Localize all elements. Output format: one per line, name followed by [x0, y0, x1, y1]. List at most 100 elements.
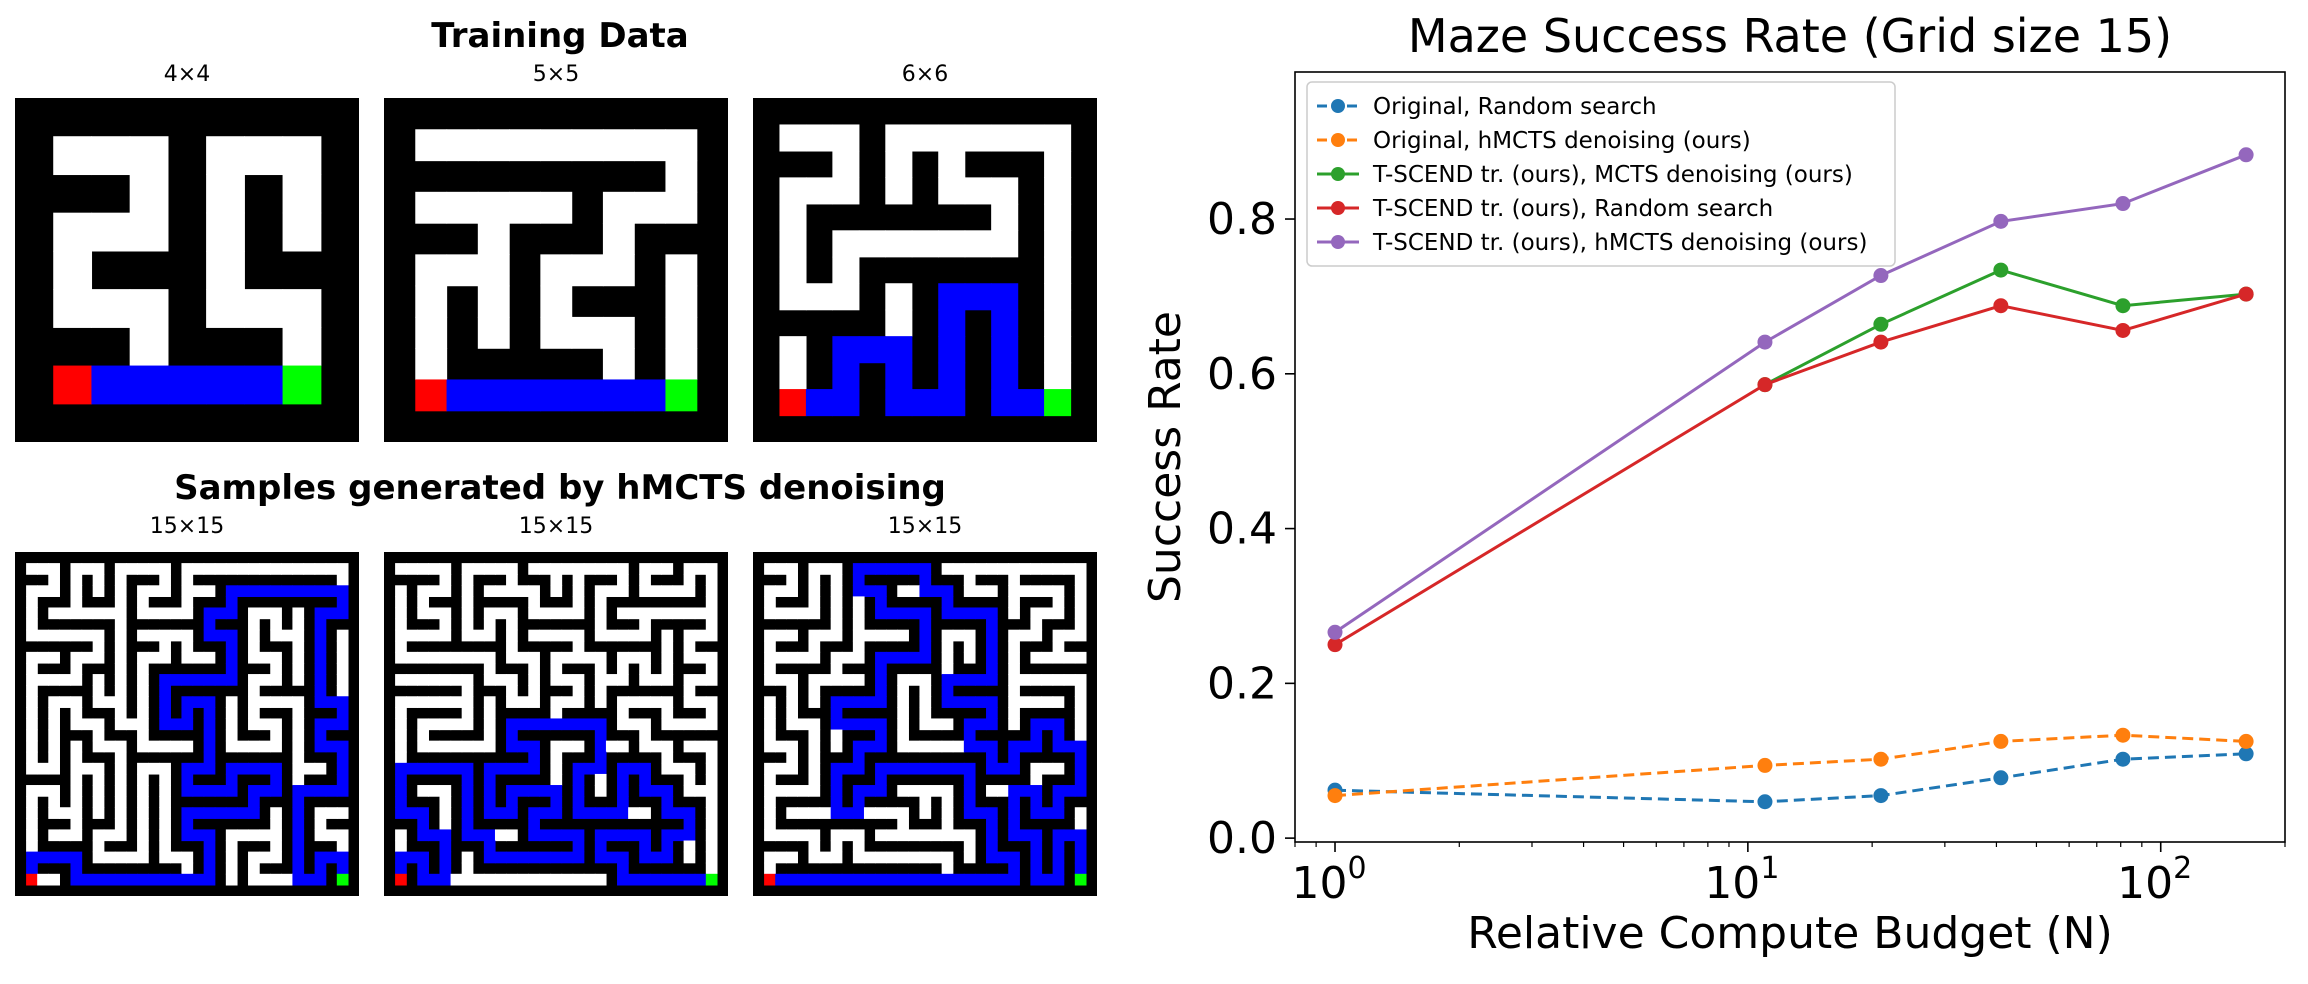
maze-floor-cell [439, 818, 452, 831]
maze-floor-cell [594, 618, 607, 631]
maze-path-cell [314, 640, 327, 653]
maze-path-cell [617, 873, 629, 886]
maze-floor-cell [159, 585, 171, 597]
maze-path-cell [605, 829, 618, 842]
maze-floor-cell [314, 818, 327, 831]
maze-path-cell [506, 740, 518, 753]
maze-floor-cell [661, 662, 674, 675]
maze-floor-cell [786, 685, 798, 697]
maze-path-cell [406, 762, 418, 775]
maze-floor-cell [1044, 230, 1072, 258]
maze-path-cell [908, 651, 921, 664]
maze-floor-cell [325, 563, 338, 575]
maze-floor-cell [885, 309, 913, 337]
maze-path-cell [203, 862, 216, 875]
sample-maze-label-1: 15×15 [149, 514, 225, 539]
maze-floor-cell [1044, 283, 1072, 311]
maze-path-cell [292, 807, 305, 819]
maze-floor-cell [181, 862, 194, 875]
maze-floor-cell [952, 829, 965, 842]
maze-path-cell [26, 851, 38, 864]
maze-path-cell [528, 807, 540, 819]
maze-path-cell [539, 851, 552, 864]
maze-floor-cell [417, 740, 429, 753]
maze-floor-cell [1074, 607, 1087, 620]
maze-floor-cell [683, 718, 696, 731]
maze-path-cell [214, 674, 227, 686]
maze-floor-cell [919, 796, 932, 808]
maze-floor-cell [897, 629, 909, 642]
maze-floor-cell [705, 785, 718, 797]
maze-floor-cell [395, 840, 407, 853]
maze-floor-cell [639, 740, 651, 753]
maze-path-cell [852, 751, 865, 764]
maze-floor-cell [1041, 674, 1054, 686]
maze-floor-cell [639, 629, 651, 642]
maze-floor-cell [683, 696, 696, 708]
maze-floor-cell [639, 563, 651, 575]
maze-floor-cell [875, 807, 887, 819]
maze-floor-cell [786, 740, 798, 753]
maze-floor-cell [594, 651, 607, 664]
maze-floor-cell [1074, 574, 1087, 586]
maze-floor-cell [336, 629, 349, 642]
maze-floor-cell [1030, 773, 1043, 786]
maze-floor-cell [852, 674, 865, 686]
maze-path-cell [336, 785, 349, 797]
maze-floor-cell [48, 674, 60, 686]
maze-path-cell [863, 585, 876, 597]
maze-floor-cell [764, 674, 776, 686]
maze-floor-cell [248, 607, 260, 620]
maze-floor-cell [661, 607, 674, 620]
maze-floor-cell [1074, 696, 1087, 708]
maze-floor-cell [159, 851, 171, 864]
maze-path-cell [270, 762, 282, 775]
maze-floor-cell [528, 674, 540, 686]
maze-path-cell [292, 840, 305, 853]
maze-floor-cell [26, 674, 38, 686]
maze-path-cell [594, 751, 607, 764]
maze-floor-cell [1030, 563, 1043, 575]
maze-floor-cell [48, 574, 60, 586]
maze-floor-cell [694, 607, 707, 620]
maze-path-cell [908, 607, 921, 620]
maze-floor-cell [461, 629, 474, 642]
maze-floor-cell [472, 629, 485, 642]
maze-path-cell [819, 873, 832, 886]
maze-floor-cell [830, 629, 843, 642]
maze-path-cell [1074, 862, 1087, 875]
maze-path-cell [775, 873, 787, 886]
maze-floor-cell [528, 662, 540, 675]
maze-path-cell [214, 785, 227, 797]
maze-floor-cell [661, 762, 674, 775]
series-2-point [1327, 788, 1343, 804]
y-tick-label: 0.8 [1207, 194, 1277, 245]
maze-path-cell [137, 873, 149, 886]
maze-floor-cell [897, 585, 909, 597]
maze-path-cell [159, 707, 171, 720]
maze-floor-cell [805, 283, 833, 311]
maze-floor-cell [705, 629, 718, 642]
maze-floor-cell [808, 651, 821, 664]
maze-floor-cell [181, 607, 194, 620]
maze-path-cell [325, 785, 338, 797]
maze-floor-cell [991, 124, 1019, 152]
maze-floor-cell [897, 829, 909, 842]
maze-floor-cell [797, 607, 810, 620]
maze-floor-cell [605, 585, 618, 597]
maze-floor-cell [248, 740, 260, 753]
maze-path-cell [832, 389, 860, 417]
maze-path-cell [991, 389, 1019, 417]
maze-path-cell [583, 807, 596, 819]
series-line-4 [1334, 292, 2247, 646]
maze-floor-cell [594, 596, 607, 609]
maze-floor-cell [26, 807, 38, 819]
maze-path-cell [1008, 873, 1020, 886]
maze-path-cell [941, 607, 954, 620]
maze-floor-cell [705, 773, 718, 786]
maze-path-cell [1063, 785, 1076, 797]
maze-path-cell [528, 751, 540, 764]
maze-floor-cell [941, 807, 954, 819]
maze-floor-cell [148, 740, 160, 753]
maze-path-cell [314, 873, 327, 886]
